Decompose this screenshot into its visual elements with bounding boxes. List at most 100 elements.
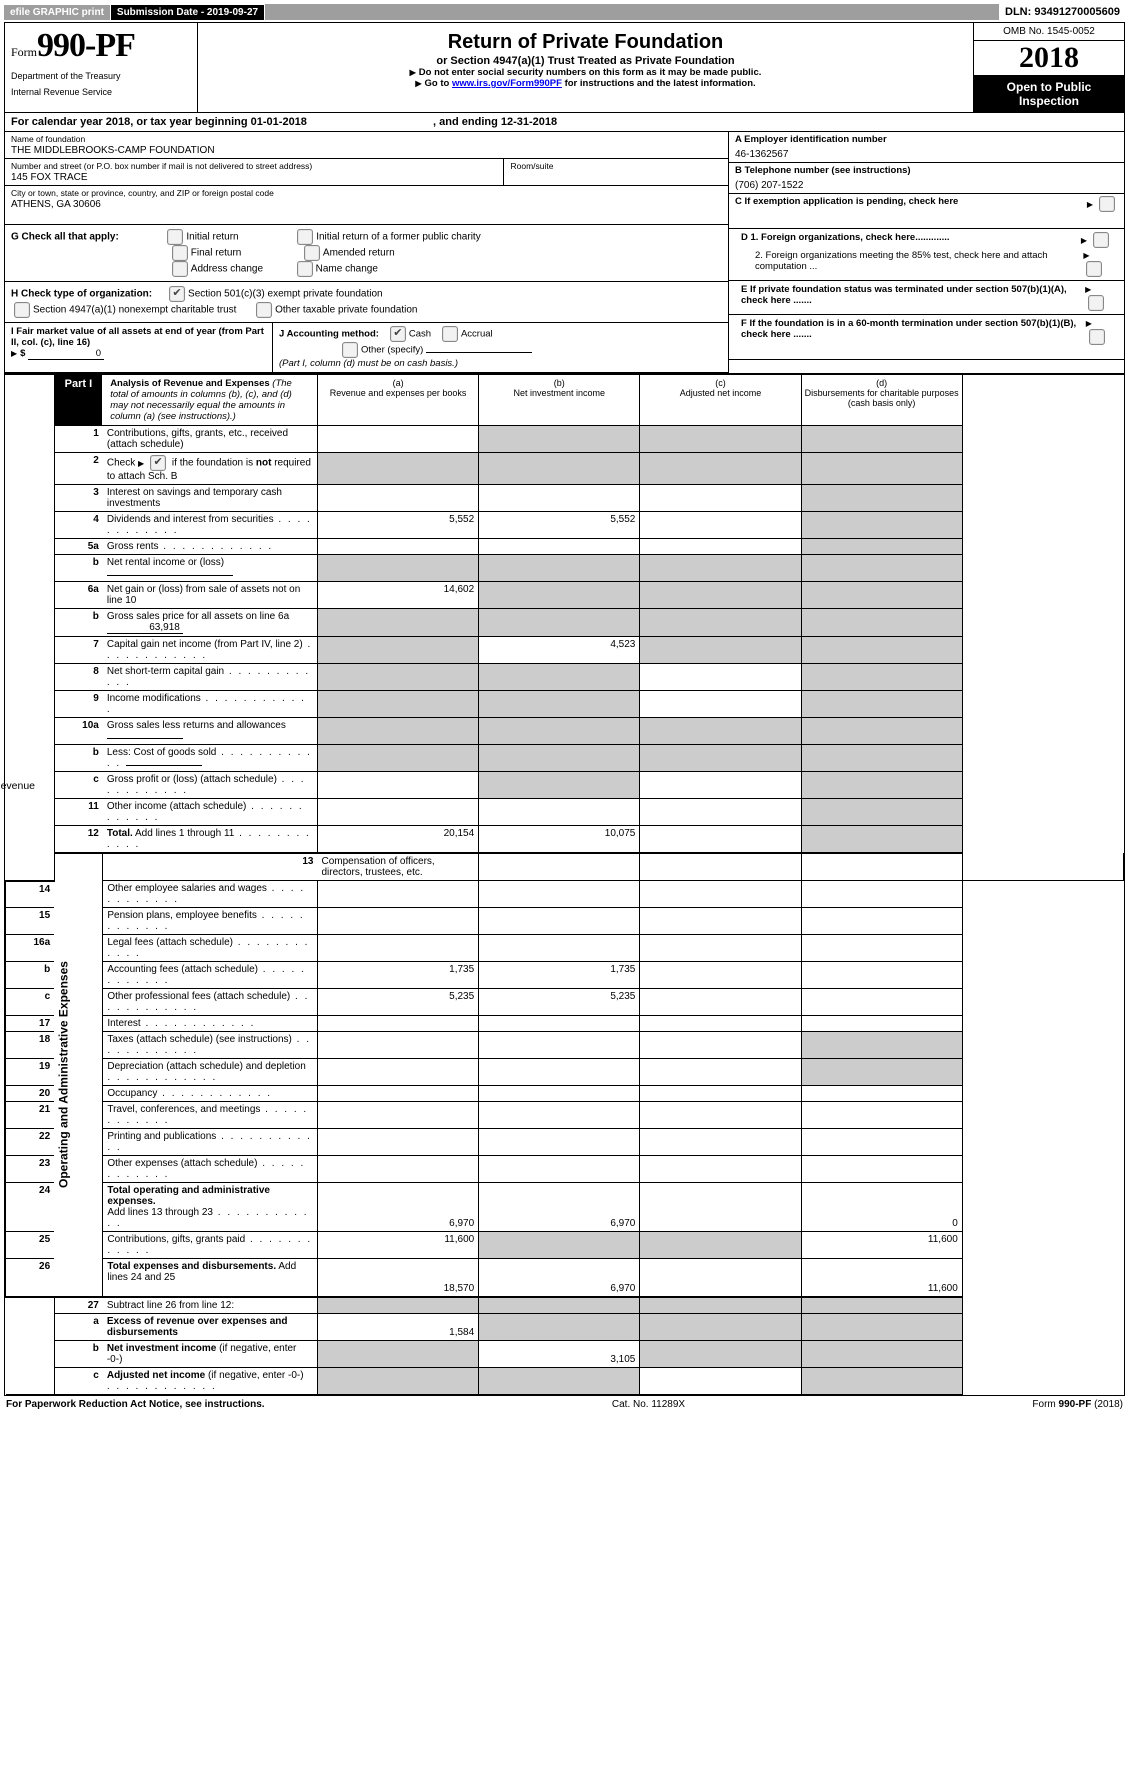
- final-return-checkbox[interactable]: [172, 245, 188, 261]
- c-label: C If exemption application is pending, c…: [735, 196, 958, 207]
- warn-ssn: Do not enter social security numbers on …: [202, 67, 969, 78]
- amended-checkbox[interactable]: [304, 245, 320, 261]
- r25-d: 11,600: [801, 1232, 962, 1259]
- open-public: Open to Public Inspection: [974, 76, 1124, 112]
- f-checkbox[interactable]: [1089, 329, 1105, 345]
- initial-former-checkbox[interactable]: [297, 229, 313, 245]
- revenue-sidelabel: Revenue: [5, 636, 23, 936]
- irs-link[interactable]: www.irs.gov/Form990PF: [452, 78, 562, 89]
- arrow-icon: [1087, 199, 1096, 210]
- h-o2: Section 4947(a)(1) nonexempt charitable …: [33, 305, 236, 316]
- r12-a: 20,154: [318, 826, 479, 854]
- row5b: Net rental income or (loss): [103, 555, 318, 582]
- row27c: Adjusted net income (if negative, enter …: [103, 1368, 318, 1395]
- row21: Travel, conferences, and meetings: [103, 1102, 318, 1129]
- tax-year: 2018: [974, 41, 1124, 76]
- row27a: Excess of revenue over expenses and disb…: [103, 1314, 318, 1341]
- h-label: H Check type of organization:: [11, 289, 152, 300]
- row17: Interest: [103, 1016, 318, 1032]
- row12: Total. Add lines 1 through 11: [103, 826, 318, 854]
- initial-return-checkbox[interactable]: [167, 229, 183, 245]
- name-label: Name of foundation: [11, 134, 85, 144]
- row16a: Legal fees (attach schedule): [103, 935, 318, 962]
- row20: Occupancy: [103, 1086, 318, 1102]
- other-method-checkbox[interactable]: [342, 342, 358, 358]
- i-label: I Fair market value of all assets at end…: [11, 326, 264, 348]
- r16c-b: 5,235: [479, 989, 640, 1016]
- col-a-hdr2: Revenue and expenses per books: [330, 388, 467, 398]
- r16b-b: 1,735: [479, 962, 640, 989]
- schb-checkbox[interactable]: [150, 455, 166, 471]
- row7: Capital gain net income (from Part IV, l…: [103, 637, 318, 664]
- foundation-name: THE MIDDLEBROOKS-CAMP FOUNDATION: [11, 145, 722, 156]
- col-c-hdr: (c): [715, 378, 726, 388]
- g-o6: Name change: [316, 264, 378, 275]
- row23: Other expenses (attach schedule): [103, 1156, 318, 1183]
- row24: Total operating and administrative expen…: [103, 1183, 318, 1232]
- col-b-hdr: (b): [554, 378, 565, 388]
- omb-no: OMB No. 1545-0052: [974, 23, 1124, 41]
- city-value: ATHENS, GA 30606: [11, 199, 722, 210]
- row27: Subtract line 26 from line 12:: [103, 1297, 318, 1314]
- 4947a1-checkbox[interactable]: [14, 302, 30, 318]
- g-label: G Check all that apply:: [11, 232, 119, 243]
- header-right: OMB No. 1545-0052 2018 Open to Public In…: [973, 23, 1124, 112]
- d1-checkbox[interactable]: [1093, 232, 1109, 248]
- f-label: F If the foundation is in a 60-month ter…: [741, 318, 1086, 340]
- calyear-begin: For calendar year 2018, or tax year begi…: [11, 116, 307, 128]
- arrow-icon: [11, 348, 20, 359]
- part1-table: Part I Analysis of Revenue and Expenses …: [5, 375, 1124, 1395]
- g-section: G Check all that apply: Initial return I…: [5, 225, 728, 282]
- g-o1: Initial return: [186, 232, 238, 243]
- form-prefix: Form: [11, 45, 37, 59]
- arrow-icon: [1086, 318, 1095, 329]
- row9: Income modifications: [103, 691, 318, 718]
- row1: Contributions, gifts, grants, etc., rece…: [103, 426, 318, 453]
- d2-checkbox[interactable]: [1086, 261, 1102, 277]
- j-cash: Cash: [409, 329, 431, 340]
- dept-treasury: Department of the Treasury: [11, 71, 191, 81]
- e-checkbox[interactable]: [1088, 295, 1104, 311]
- form-title: Return of Private Foundation: [202, 31, 969, 54]
- j-label: J Accounting method:: [279, 329, 379, 340]
- row11: Other income (attach schedule): [103, 799, 318, 826]
- j-accrual: Accrual: [461, 329, 493, 340]
- row10a: Gross sales less returns and allowances: [103, 718, 318, 745]
- row2: Check if the foundation is not required …: [103, 453, 318, 485]
- r12-b: 10,075: [479, 826, 640, 854]
- h-section: H Check type of organization: Section 50…: [5, 282, 728, 323]
- r16b-a: 1,735: [318, 962, 479, 989]
- row25: Contributions, gifts, grants paid: [103, 1232, 318, 1259]
- e-label: E If private foundation status was termi…: [741, 284, 1085, 306]
- cash-checkbox[interactable]: [390, 326, 406, 342]
- addr-label: Number and street (or P.O. box number if…: [11, 161, 312, 171]
- col-a-hdr: (a): [393, 378, 404, 388]
- i-value: 0: [28, 348, 104, 360]
- row6a: Net gain or (loss) from sale of assets n…: [103, 582, 318, 609]
- form-number: Form990-PF: [11, 27, 191, 65]
- expenses-sidelabel: Operating and Administrative Expenses: [54, 853, 103, 1297]
- addr-value: 145 FOX TRACE: [11, 172, 497, 183]
- name-change-checkbox[interactable]: [297, 261, 313, 277]
- accrual-checkbox[interactable]: [442, 326, 458, 342]
- row6b: Gross sales price for all assets on line…: [103, 609, 318, 637]
- g-o2: Initial return of a former public charit…: [316, 232, 481, 243]
- c-checkbox[interactable]: [1099, 196, 1115, 212]
- other-taxable-checkbox[interactable]: [256, 302, 272, 318]
- part1-label: Part I: [55, 375, 103, 425]
- r24-d: 0: [801, 1183, 962, 1232]
- room-label: Room/suite: [510, 161, 553, 171]
- city-label: City or town, state or province, country…: [11, 188, 274, 198]
- goto-suffix: for instructions and the latest informat…: [562, 78, 756, 89]
- col-b-hdr2: Net investment income: [514, 388, 606, 398]
- info-grid: Name of foundationTHE MIDDLEBROOKS-CAMP …: [5, 132, 1124, 373]
- address-change-checkbox[interactable]: [172, 261, 188, 277]
- 501c3-checkbox[interactable]: [169, 286, 185, 302]
- footer-catno: Cat. No. 11289X: [612, 1399, 685, 1410]
- phone-value: (706) 207-1522: [735, 180, 1118, 191]
- r16c-a: 5,235: [318, 989, 479, 1016]
- other-specify-line[interactable]: [426, 352, 532, 353]
- arrow-icon: [1081, 235, 1090, 246]
- row10c: Gross profit or (loss) (attach schedule): [103, 772, 318, 799]
- header-left: Form990-PF Department of the Treasury In…: [5, 23, 198, 112]
